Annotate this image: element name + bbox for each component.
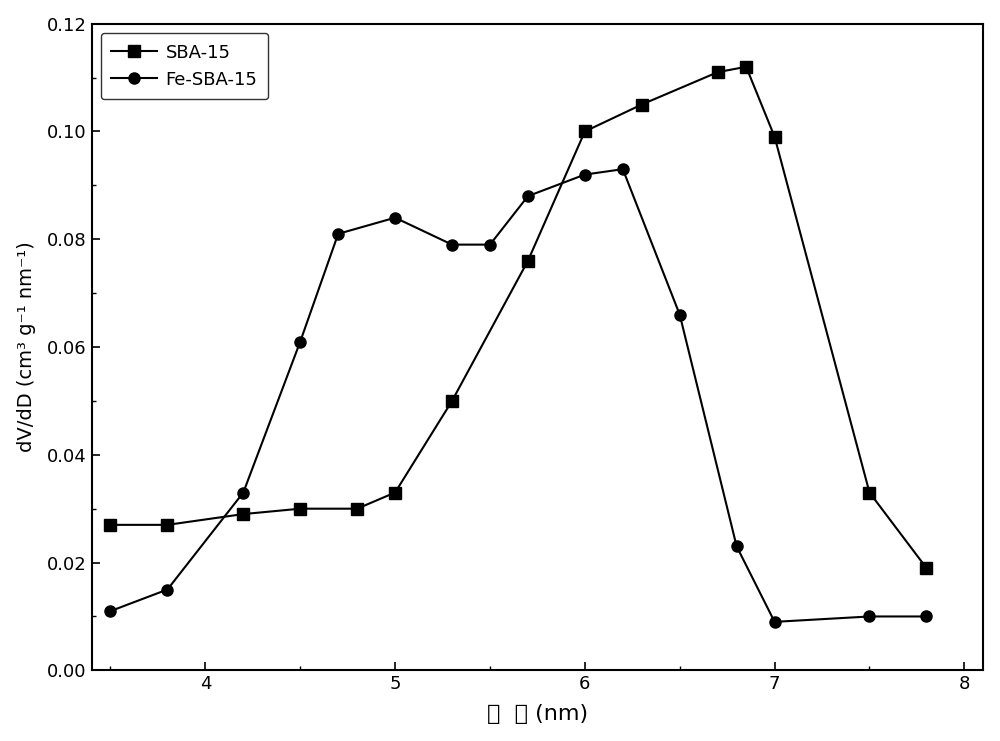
SBA-15 [769,133,781,142]
SBA-15 [104,520,116,529]
Line: SBA-15: SBA-15 [105,62,932,574]
Fe-SBA-15 [674,310,686,319]
Fe-SBA-15 [769,617,781,626]
SBA-15 [920,563,932,572]
Legend: SBA-15, Fe-SBA-15: SBA-15, Fe-SBA-15 [101,33,268,99]
SBA-15 [351,504,363,513]
Fe-SBA-15 [522,192,534,201]
Fe-SBA-15 [237,488,249,497]
Fe-SBA-15 [484,240,496,249]
Fe-SBA-15 [161,585,173,594]
SBA-15 [446,396,458,405]
SBA-15 [636,100,648,109]
Fe-SBA-15 [863,612,875,621]
Line: Fe-SBA-15: Fe-SBA-15 [105,164,932,628]
Fe-SBA-15 [389,213,401,222]
SBA-15 [712,67,724,76]
SBA-15 [294,504,306,513]
SBA-15 [161,520,173,529]
SBA-15 [740,62,752,71]
SBA-15 [863,488,875,497]
Y-axis label: dV/dD (cm³ g⁻¹ nm⁻¹): dV/dD (cm³ g⁻¹ nm⁻¹) [17,242,36,453]
Fe-SBA-15 [731,542,743,551]
SBA-15 [522,256,534,265]
X-axis label: 孔  径 (nm): 孔 径 (nm) [487,705,588,725]
SBA-15 [389,488,401,497]
Fe-SBA-15 [332,230,344,239]
Fe-SBA-15 [294,337,306,346]
Fe-SBA-15 [920,612,932,621]
Fe-SBA-15 [446,240,458,249]
Fe-SBA-15 [579,170,591,179]
Fe-SBA-15 [617,165,629,173]
Fe-SBA-15 [104,607,116,616]
SBA-15 [237,510,249,519]
SBA-15 [579,127,591,136]
